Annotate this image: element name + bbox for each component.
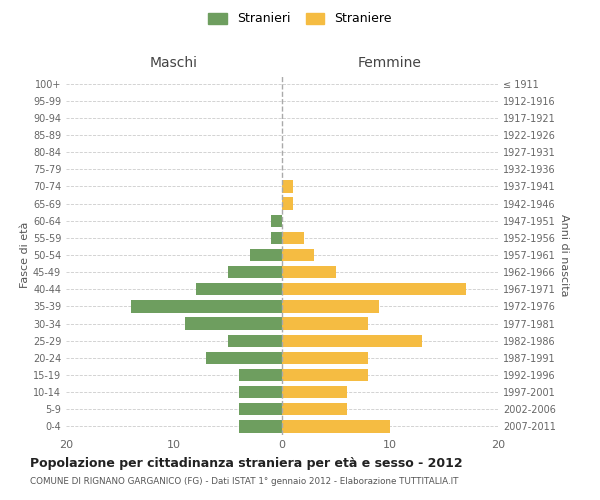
Bar (239, 403, 282, 415)
Bar (282, 266, 336, 278)
Bar (282, 300, 379, 312)
Bar (131, 300, 282, 312)
Bar (271, 232, 282, 244)
Bar (239, 420, 282, 432)
Bar (196, 283, 282, 296)
Bar (282, 232, 304, 244)
Text: COMUNE DI RIGNANO GARGANICO (FG) - Dati ISTAT 1° gennaio 2012 - Elaborazione TUT: COMUNE DI RIGNANO GARGANICO (FG) - Dati … (30, 476, 458, 486)
Bar (282, 318, 368, 330)
Bar (282, 249, 314, 261)
Text: Popolazione per cittadinanza straniera per età e sesso - 2012: Popolazione per cittadinanza straniera p… (30, 458, 463, 470)
Bar (282, 283, 466, 296)
Y-axis label: Anni di nascita: Anni di nascita (559, 214, 569, 296)
Text: Femmine: Femmine (358, 56, 422, 70)
Y-axis label: Fasce di età: Fasce di età (20, 222, 30, 288)
Bar (282, 386, 347, 398)
Bar (271, 214, 282, 227)
Bar (228, 334, 282, 347)
Bar (282, 334, 422, 347)
Text: Maschi: Maschi (150, 56, 198, 70)
Bar (228, 266, 282, 278)
Bar (282, 352, 368, 364)
Legend: Stranieri, Straniere: Stranieri, Straniere (205, 8, 395, 29)
Bar (239, 369, 282, 381)
Bar (282, 198, 293, 209)
Bar (282, 403, 347, 415)
Bar (185, 318, 282, 330)
Bar (250, 249, 282, 261)
Bar (206, 352, 282, 364)
Bar (282, 180, 293, 192)
Bar (282, 420, 390, 432)
Bar (282, 369, 368, 381)
Bar (239, 386, 282, 398)
